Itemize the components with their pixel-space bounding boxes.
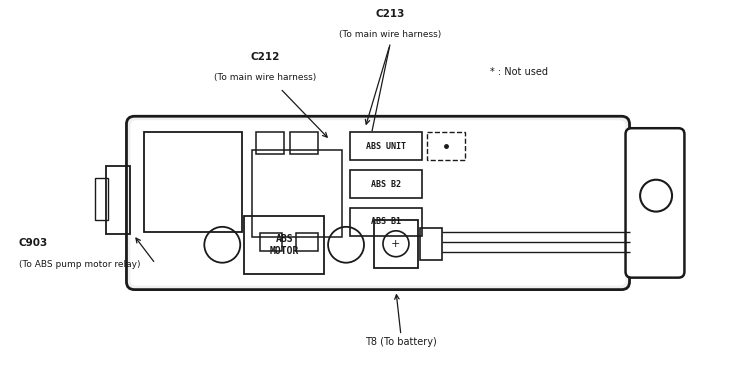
Bar [145, 132, 242, 232]
Bar [260, 233, 282, 251]
Text: C212: C212 [250, 52, 280, 62]
Bar [256, 132, 284, 154]
Bar [290, 132, 318, 154]
Bar [427, 132, 465, 160]
Text: C213: C213 [375, 8, 404, 18]
Bar [374, 220, 418, 268]
Bar [296, 233, 318, 251]
Text: +: + [391, 239, 401, 249]
Text: C903: C903 [19, 238, 48, 248]
Text: (To ABS pump motor relay): (To ABS pump motor relay) [19, 260, 140, 269]
Text: (To main wire harness): (To main wire harness) [214, 73, 316, 82]
Bar [94, 178, 109, 220]
Bar [350, 208, 422, 236]
Text: ABS
MOTOR: ABS MOTOR [270, 234, 299, 256]
Text: * : Not used: * : Not used [490, 68, 548, 77]
Bar [350, 132, 422, 160]
Text: ABS UNIT: ABS UNIT [366, 142, 406, 151]
Text: ABS B2: ABS B2 [371, 179, 401, 189]
FancyBboxPatch shape [127, 116, 629, 290]
Bar [106, 166, 130, 234]
FancyBboxPatch shape [625, 128, 685, 277]
FancyBboxPatch shape [130, 120, 625, 286]
Bar [252, 150, 342, 237]
Text: ABS B1: ABS B1 [371, 217, 401, 226]
Bar [244, 216, 324, 274]
Text: (To main wire harness): (To main wire harness) [339, 30, 441, 39]
Bar [350, 170, 422, 198]
Text: T8 (To battery): T8 (To battery) [365, 337, 437, 348]
Bar [420, 228, 442, 260]
